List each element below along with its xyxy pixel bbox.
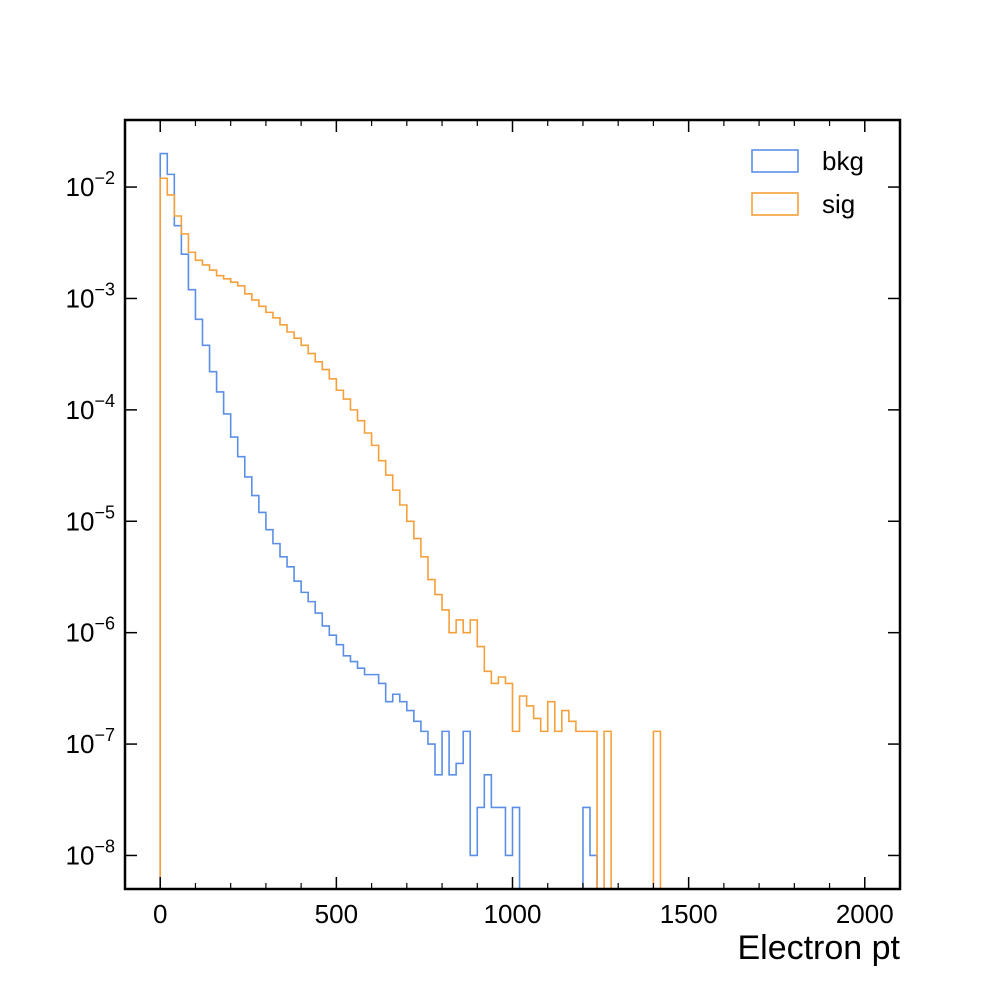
x-tick-label: 2000 <box>836 899 894 929</box>
plot-frame <box>123 118 902 891</box>
plot-area <box>159 152 662 889</box>
legend-swatch-sig <box>751 192 799 216</box>
x-tick-label: 1500 <box>660 899 718 929</box>
x-tick-label: 0 <box>153 899 167 929</box>
y-tick-labels: 10−8 10−7 10−6 10−5 10−4 10−3 10−2 <box>66 168 115 870</box>
histogram-sig <box>159 177 662 889</box>
y-tick-label: 10−8 <box>66 836 115 870</box>
y-tick-label: 10−3 <box>66 279 115 313</box>
axis-ticks <box>124 120 901 889</box>
y-tick-label: 10−2 <box>66 168 115 202</box>
x-axis-label: Electron pt <box>737 929 900 967</box>
x-tick-label: 1000 <box>484 899 542 929</box>
legend-label-bkg: bkg <box>822 146 864 176</box>
y-tick-label: 10−4 <box>66 391 115 425</box>
legend: bkg sig <box>751 146 864 219</box>
y-tick-label: 10−6 <box>66 614 115 648</box>
legend-swatch-bkg <box>751 149 799 173</box>
legend-label-sig: sig <box>822 189 855 219</box>
x-tick-labels: 0 500 1000 1500 2000 <box>153 899 894 929</box>
histogram-bkg <box>159 152 598 889</box>
y-tick-label: 10−5 <box>66 502 115 536</box>
y-tick-label: 10−7 <box>66 725 115 759</box>
x-tick-label: 500 <box>315 899 358 929</box>
